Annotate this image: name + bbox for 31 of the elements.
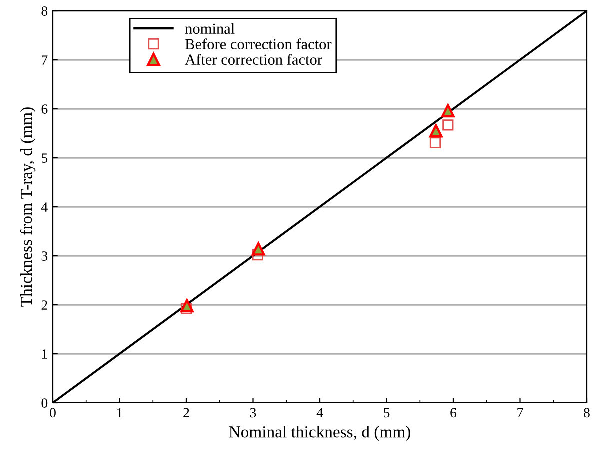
x-tick-label: 3 xyxy=(250,408,256,418)
x-axis-title: Nominal thickness, d (mm) xyxy=(229,426,410,442)
y-tick-label: 0 xyxy=(42,398,48,408)
x-tick-label: 0 xyxy=(50,408,56,418)
y-tick-label: 8 xyxy=(42,6,48,16)
legend-label: Before correction factor xyxy=(186,38,332,50)
y-tick-label: 7 xyxy=(42,56,48,65)
y-tick-label: 2 xyxy=(42,300,48,310)
legend-label: nominal xyxy=(185,23,235,34)
x-tick-label: 1 xyxy=(118,408,122,418)
y-tick-label: 5 xyxy=(42,154,48,163)
point xyxy=(252,242,266,256)
point xyxy=(442,120,454,131)
point xyxy=(429,124,443,138)
x-tick-label: 6 xyxy=(450,408,457,418)
x-tick-label: 2 xyxy=(184,408,190,418)
x-tick-label: 8 xyxy=(584,408,590,418)
legend-label: After correction factor xyxy=(185,54,322,66)
x-tick-label: 5 xyxy=(384,408,390,418)
y-tick-label: 3 xyxy=(42,252,48,261)
point xyxy=(252,249,264,261)
point xyxy=(180,299,194,313)
point xyxy=(180,303,192,314)
y-tick-label: 1 xyxy=(42,350,48,359)
y-axis-title: Thickness from T-ray, d (mm) xyxy=(20,108,36,307)
point xyxy=(441,104,455,118)
x-tick-label: 7 xyxy=(518,408,524,418)
x-tick-label: 4 xyxy=(316,408,324,418)
y-tick-label: 4 xyxy=(41,202,48,212)
point xyxy=(430,137,442,148)
y-tick-label: 6 xyxy=(42,104,48,114)
